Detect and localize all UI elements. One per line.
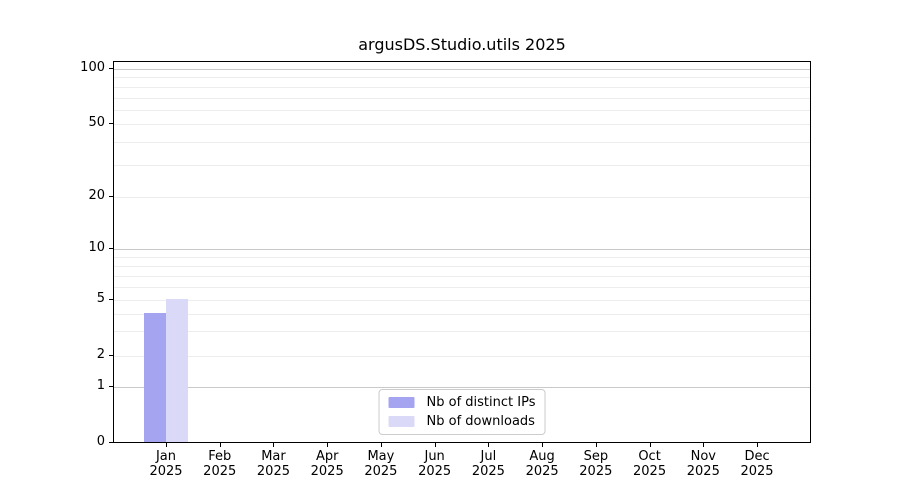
y-tick-mark bbox=[109, 248, 113, 250]
gridline-minor bbox=[114, 109, 810, 111]
x-tick-label-month: Apr bbox=[315, 449, 339, 464]
x-tick-mark bbox=[488, 443, 490, 447]
x-tick-label-year: 2025 bbox=[256, 464, 290, 479]
y-tick-mark bbox=[109, 442, 113, 443]
gridline-minor bbox=[114, 331, 810, 333]
x-tick-label-year: 2025 bbox=[203, 464, 237, 479]
chart-title: argusDS.Studio.utils 2025 bbox=[358, 35, 566, 54]
x-tick-label-year: 2025 bbox=[364, 464, 398, 479]
gridline-minor bbox=[114, 265, 810, 267]
x-tick-label: Sep 2025 bbox=[579, 449, 612, 479]
x-tick-label-year: 2025 bbox=[149, 464, 183, 479]
x-tick-label: Feb 2025 bbox=[203, 449, 236, 479]
x-tick-label-month: Jul bbox=[480, 449, 497, 464]
x-tick-label-year: 2025 bbox=[418, 464, 452, 479]
x-tick-label: Apr 2025 bbox=[311, 449, 344, 479]
gridline-minor bbox=[114, 257, 810, 258]
gridline-major bbox=[114, 69, 810, 71]
gridline-minor bbox=[114, 356, 810, 358]
x-tick-label-month: Aug bbox=[529, 449, 555, 464]
x-tick-label: Nov 2025 bbox=[687, 449, 720, 479]
gridline-minor bbox=[114, 275, 810, 277]
legend-item: Nb of distinct IPs bbox=[388, 395, 536, 410]
x-tick-mark bbox=[166, 443, 167, 447]
gridline-major bbox=[114, 386, 810, 388]
y-tick-label: 0 bbox=[96, 434, 105, 449]
x-tick-label-month: Oct bbox=[638, 449, 661, 464]
x-tick-label-year: 2025 bbox=[740, 464, 774, 479]
y-tick-label: 2 bbox=[96, 347, 105, 363]
gridline-minor bbox=[114, 77, 810, 79]
gridline-minor bbox=[114, 313, 810, 315]
x-tick-label-month: Feb bbox=[208, 449, 232, 464]
x-tick-mark bbox=[273, 443, 275, 447]
x-tick-mark bbox=[380, 443, 382, 447]
gridline-minor bbox=[114, 86, 810, 88]
x-tick-label: Oct 2025 bbox=[633, 449, 666, 479]
gridline-minor bbox=[114, 97, 810, 99]
x-tick-label-month: Jan bbox=[155, 449, 177, 464]
gridline-minor bbox=[114, 286, 810, 288]
y-tick-label: 50 bbox=[88, 115, 105, 131]
x-tick-label-month: Sep bbox=[583, 449, 609, 464]
y-tick-mark bbox=[109, 195, 113, 197]
x-tick-label-year: 2025 bbox=[471, 464, 505, 479]
legend-swatch bbox=[388, 397, 415, 408]
x-tick-label-year: 2025 bbox=[579, 464, 613, 479]
y-tick-label: 1 bbox=[96, 377, 105, 393]
x-tick-label: Mar 2025 bbox=[257, 449, 290, 479]
legend-label: Nb of distinct IPs bbox=[426, 395, 536, 410]
gridline-minor bbox=[114, 124, 810, 126]
gridline-minor bbox=[114, 196, 810, 198]
legend-label: Nb of downloads bbox=[426, 414, 535, 429]
x-tick-mark bbox=[219, 443, 221, 447]
x-tick-label-month: May bbox=[367, 449, 395, 464]
x-tick-label-month: Jun bbox=[424, 449, 445, 464]
x-tick-label-year: 2025 bbox=[633, 464, 667, 479]
legend-swatch bbox=[388, 416, 415, 427]
x-tick-label-year: 2025 bbox=[310, 464, 344, 479]
x-tick-label: Dec 2025 bbox=[740, 449, 773, 479]
x-tick-label: May 2025 bbox=[364, 449, 397, 479]
y-tick-mark bbox=[109, 123, 113, 125]
gridline-minor bbox=[114, 164, 810, 166]
x-tick-mark bbox=[434, 443, 436, 447]
gridline-minor bbox=[114, 300, 810, 302]
x-tick-mark bbox=[327, 443, 329, 447]
x-tick-mark bbox=[595, 443, 597, 447]
x-tick-mark bbox=[542, 443, 544, 447]
gridline-major bbox=[114, 249, 810, 251]
plot-area: Nb of distinct IPs Nb of downloads bbox=[113, 61, 811, 443]
gridline-minor bbox=[114, 142, 810, 144]
x-tick-label-month: Dec bbox=[744, 449, 770, 464]
y-tick-label: 20 bbox=[88, 187, 105, 203]
x-tick-label-year: 2025 bbox=[686, 464, 720, 479]
y-tick-mark bbox=[109, 68, 113, 70]
y-tick-mark bbox=[109, 355, 113, 357]
x-tick-label: Aug 2025 bbox=[526, 449, 559, 479]
y-tick-label: 10 bbox=[88, 240, 105, 256]
x-tick-mark bbox=[649, 443, 651, 447]
bar-distinct-ips bbox=[144, 312, 166, 442]
x-tick-mark bbox=[703, 443, 705, 447]
x-tick-label-month: Nov bbox=[690, 449, 716, 464]
y-tick-label: 100 bbox=[80, 60, 105, 76]
bar-downloads bbox=[166, 299, 188, 442]
y-tick-mark bbox=[109, 385, 113, 387]
x-tick-label: Jan 2025 bbox=[149, 449, 182, 479]
x-tick-mark bbox=[757, 443, 759, 447]
x-tick-label-month: Mar bbox=[261, 449, 286, 464]
y-tick-label: 5 bbox=[96, 291, 105, 307]
x-tick-label: Jul 2025 bbox=[472, 449, 505, 479]
x-tick-label: Jun 2025 bbox=[418, 449, 451, 479]
legend: Nb of distinct IPs Nb of downloads bbox=[378, 389, 546, 435]
legend-item: Nb of downloads bbox=[388, 414, 536, 429]
x-tick-label-year: 2025 bbox=[525, 464, 559, 479]
y-tick-mark bbox=[109, 299, 113, 301]
